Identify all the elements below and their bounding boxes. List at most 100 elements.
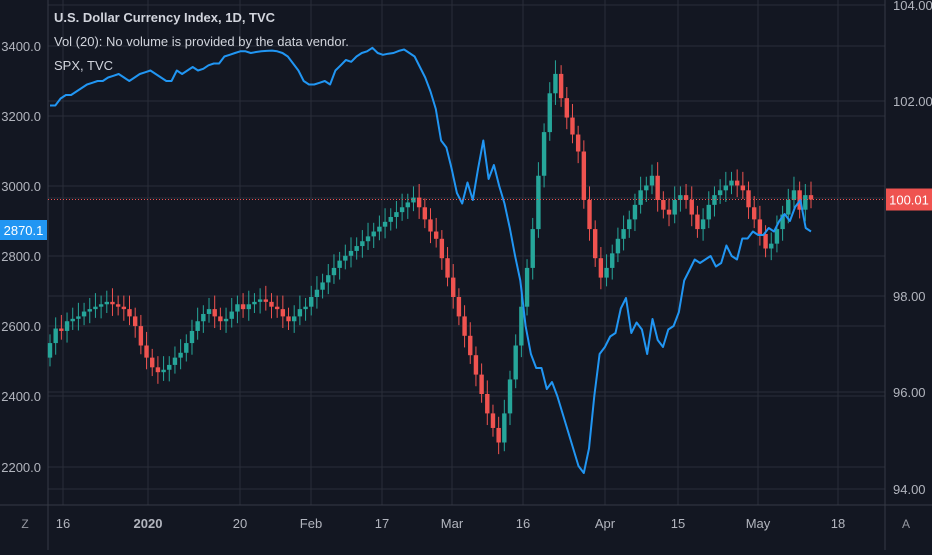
spx-line [50,46,812,474]
legend-volume[interactable]: Vol (20): No volume is provided by the d… [54,34,349,49]
candle-body-104 [638,190,643,205]
legend-overlay[interactable]: SPX, TVC [54,58,114,73]
candle-body-82 [513,345,518,380]
x-tick-label: 2020 [134,516,163,531]
candle-body-51 [337,260,342,268]
candle-body-9 [98,304,104,307]
candle-body-93 [575,134,581,152]
auto-scale-button[interactable]: A [901,517,910,531]
candle-body-20 [161,369,166,373]
candle-body-28 [206,309,212,314]
candle-body-7 [87,309,92,312]
candle-body-22 [172,357,178,365]
candle-body-64 [411,197,416,203]
x-tick-label: Feb [300,516,322,531]
x-tick-label: 18 [831,516,845,531]
candle-body-8 [93,306,98,310]
candle-body-108 [661,200,666,210]
right-tick-label: 98.00 [893,289,926,304]
candle-body-112 [683,195,689,200]
right-tick-label: 102.00 [893,94,932,109]
candle-body-90 [558,73,564,99]
candle-body-120 [729,180,734,186]
candle-body-123 [746,190,751,208]
candle-body-27 [201,313,206,322]
left-tick-label: 2200.0 [1,460,41,475]
x-tick-label: 16 [516,516,530,531]
candle-body-24 [184,343,189,353]
log-scale-button[interactable]: Z [21,517,29,531]
candle-body-95 [587,200,592,230]
legend-title[interactable]: U.S. Dollar Currency Index, 1D, TVC [54,10,276,25]
candle-body-59 [382,221,388,227]
left-tick-label: 2600.0 [1,319,41,334]
x-tick-label: Mar [441,516,464,531]
left-tick-label: 3000.0 [1,179,41,194]
candle-body-58 [377,226,382,232]
candle-body-60 [388,216,393,222]
candle-body-50 [331,267,337,276]
candle-body-74 [468,335,473,356]
candle-body-105 [644,185,649,191]
x-tick-label: May [746,516,771,531]
candle-body-18 [150,357,155,368]
candle-body-85 [530,229,535,268]
candle-body-40 [274,306,280,310]
candle-body-65 [416,197,422,208]
candle-body-62 [399,207,405,213]
candle-body-42 [286,316,291,322]
candle-body-103 [632,204,638,220]
left-tick-label: 3200.0 [1,109,41,124]
candle-body-46 [309,297,314,307]
candle-body-34 [240,304,246,310]
candle-body-97 [598,258,604,278]
x-tick-label: 15 [671,516,685,531]
candle-body-3 [64,321,70,331]
candle-body-94 [581,151,587,200]
candle-body-45 [303,306,308,310]
candle-body-32 [229,311,234,319]
candle-body-80 [502,413,507,443]
candle-body-10 [104,301,109,305]
candle-body-71 [451,277,456,297]
candle-body-37 [257,299,263,302]
candle-body-107 [655,175,660,200]
candle-body-67 [428,219,433,232]
candle-body-13 [121,306,127,310]
x-tick-label: 20 [233,516,247,531]
candle-body-63 [405,202,410,208]
candle-body-122 [740,185,746,191]
candle-body-5 [76,316,81,319]
candle-body-83 [519,306,524,346]
candle-body-99 [610,253,615,268]
candle-body-87 [541,132,547,176]
left-tick-label: 2400.0 [1,389,41,404]
candle-body-116 [706,204,711,220]
candle-body-39 [269,301,274,307]
candle-body-72 [456,297,462,317]
candle-body-75 [473,355,479,375]
x-tick-label: 17 [375,516,389,531]
candle-body-29 [212,309,217,317]
candle-body-6 [81,311,87,317]
candle-body-114 [695,214,700,230]
candle-body-91 [564,98,569,118]
right-price-badge-label: 100.01 [889,193,929,208]
candle-body-70 [445,258,450,278]
candle-body-2 [59,328,64,331]
right-tick-label: 94.00 [893,482,926,497]
left-tick-label: 2800.0 [1,249,41,264]
candle-body-77 [485,394,490,414]
candle-body-134 [808,195,814,200]
candle-body-11 [110,301,115,305]
candle-body-23 [178,352,183,358]
candle-body-57 [371,231,376,237]
candle-body-110 [672,200,677,215]
candle-body-68 [433,231,439,239]
candle-body-26 [195,321,200,331]
x-tick-label: 16 [56,516,70,531]
candle-body-35 [246,304,251,310]
candle-body-66 [422,207,428,220]
